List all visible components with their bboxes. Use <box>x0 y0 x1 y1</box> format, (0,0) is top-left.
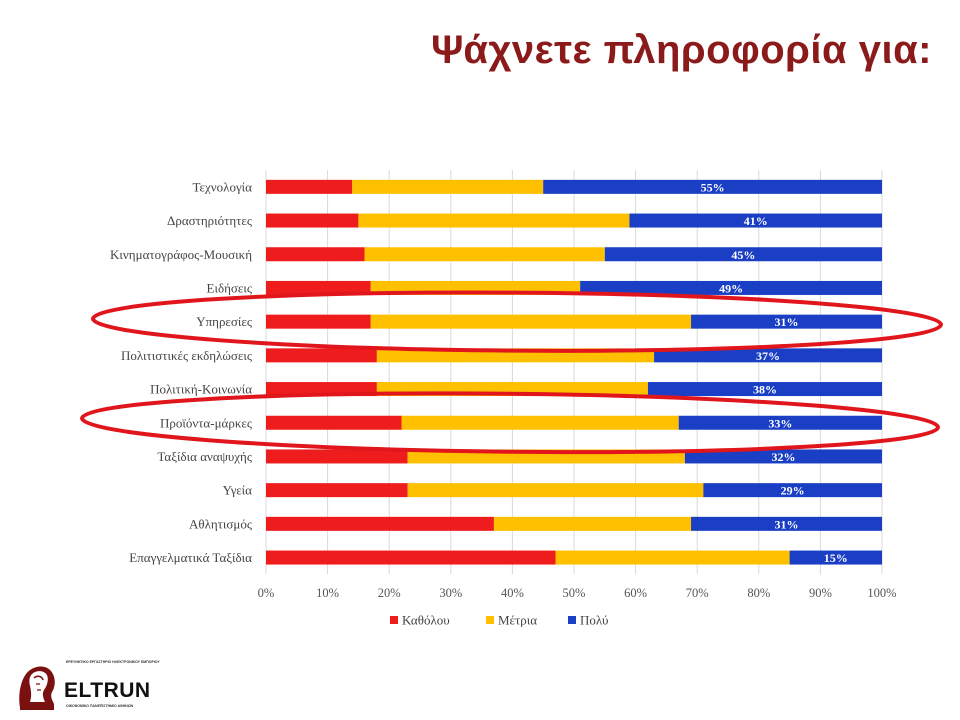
bar-kathololou <box>266 280 371 295</box>
category-label: Ειδήσεις <box>207 280 253 295</box>
x-tick-label: 40% <box>501 586 524 600</box>
data-label: 33% <box>768 416 792 430</box>
x-tick-label: 20% <box>378 586 401 600</box>
x-tick-label: 50% <box>563 586 586 600</box>
data-label: 15% <box>824 551 848 565</box>
bar-metria <box>370 314 692 329</box>
slide-title: Ψάχνετε πληροφορία για: <box>431 28 932 72</box>
data-label: 31% <box>775 315 799 329</box>
x-tick-label: 100% <box>867 586 896 600</box>
bar-poly <box>678 415 882 430</box>
bar-kathololou <box>266 415 402 430</box>
bar-metria <box>493 516 692 531</box>
bar-kathololou <box>266 449 408 464</box>
legend-swatch <box>568 616 576 624</box>
highlight-ellipse <box>80 391 940 455</box>
x-tick-label: 90% <box>809 586 832 600</box>
bar-metria <box>352 179 544 194</box>
bar-poly <box>654 348 882 363</box>
category-label: Επαγγελματικά Ταξίδια <box>129 550 252 565</box>
bar-poly <box>629 213 882 228</box>
data-label: 41% <box>744 214 768 228</box>
data-label: 31% <box>775 517 799 531</box>
x-axis-ticks: 0% 10% 20% 30% 40% 50% 60% 70% 80% 90% 100% <box>258 586 897 600</box>
data-label: 37% <box>756 349 780 363</box>
bar-metria <box>555 550 790 565</box>
bar-poly <box>691 314 882 329</box>
data-label: 55% <box>701 180 725 194</box>
x-tick-label: 10% <box>316 586 339 600</box>
bar-kathololou <box>266 213 359 228</box>
bar-poly <box>543 179 882 194</box>
category-label: Αθλητισμός <box>189 516 253 531</box>
category-label: Πολιτιστικές εκδηλώσεις <box>121 348 253 363</box>
bar-metria <box>364 247 605 262</box>
bar-poly <box>580 280 882 295</box>
category-label: Προϊόντα-μάρκες <box>160 415 253 430</box>
bar-poly <box>647 382 882 397</box>
highlight-ellipses <box>80 290 943 455</box>
legend-label: Μέτρια <box>498 613 537 628</box>
category-label: Κινηματογράφος-Μουσική <box>110 247 252 262</box>
bar-poly <box>691 516 882 531</box>
logo-text: ELTRUN <box>64 679 151 702</box>
bar-kathololou <box>266 247 365 262</box>
category-label: Δραστηριότητες <box>167 213 253 228</box>
bar-kathololou <box>266 483 408 498</box>
x-tick-label: 70% <box>686 586 709 600</box>
eltrun-logo: ΕΡΕΥΝΗΤΙΚΟ ΕΡΓΑΣΤΗΡΙΟ ΗΛΕΚΤΡΟΝΙΚΟΥ ΕΜΠΟΡ… <box>14 660 174 712</box>
gridlines <box>265 170 883 575</box>
legend-label: Καθόλου <box>402 613 450 628</box>
legend-label: Πολύ <box>580 613 608 628</box>
legend-swatch <box>390 616 398 624</box>
bar-poly <box>604 247 882 262</box>
highlight-ellipse <box>91 290 943 353</box>
data-label: 29% <box>781 484 805 498</box>
stacked-bar-chart: Τεχνολογία Δραστηριότητες Κινηματογράφος-Μ… <box>80 170 943 628</box>
bar-poly <box>684 449 882 464</box>
logo-tagline: ΕΡΕΥΝΗΤΙΚΟ ΕΡΓΑΣΤΗΡΙΟ ΗΛΕΚΤΡΟΝΙΚΟΥ ΕΜΠΟΡ… <box>66 660 160 664</box>
category-label: Υπηρεσίες <box>196 314 253 329</box>
bar-poly <box>789 550 882 565</box>
bar-metria <box>407 483 704 498</box>
data-label: 49% <box>719 281 743 295</box>
bar-metria <box>401 415 679 430</box>
bar-kathololou <box>266 314 371 329</box>
legend: Καθόλου Μέτρια Πολύ <box>390 613 608 628</box>
data-label: 45% <box>731 248 755 262</box>
x-tick-label: 80% <box>747 586 770 600</box>
data-label: 32% <box>771 450 795 464</box>
bar-kathololou <box>266 516 494 531</box>
data-labels: 55% 41% 45% 49% 31% 37% 38% 33% 32% 29% 31% 15% <box>701 180 848 565</box>
category-label: Τεχνολογία <box>192 179 252 194</box>
legend-swatch <box>486 616 494 624</box>
x-tick-label: 0% <box>258 586 275 600</box>
x-tick-label: 60% <box>624 586 647 600</box>
category-label: Ταξίδια αναψυχής <box>157 449 252 464</box>
category-label: Υγεία <box>223 483 253 498</box>
category-label: Πολιτική-Κοινωνία <box>150 382 252 397</box>
bar-poly <box>703 483 882 498</box>
bar-metria <box>358 213 630 228</box>
data-label: 38% <box>753 383 777 397</box>
logo-subtitle: ΟΙΚΟΝΟΜΙΚΟ ΠΑΝΕΠΙΣΤΗΜΙΟ ΑΘΗΝΩΝ <box>66 704 134 708</box>
logo-head-icon <box>19 666 55 710</box>
x-tick-label: 30% <box>439 586 462 600</box>
bar-kathololou <box>266 348 377 363</box>
bar-kathololou <box>266 179 353 194</box>
category-labels: Τεχνολογία Δραστηριότητες Κινηματογράφος-Μ… <box>110 179 253 565</box>
bar-kathololou <box>266 550 556 565</box>
